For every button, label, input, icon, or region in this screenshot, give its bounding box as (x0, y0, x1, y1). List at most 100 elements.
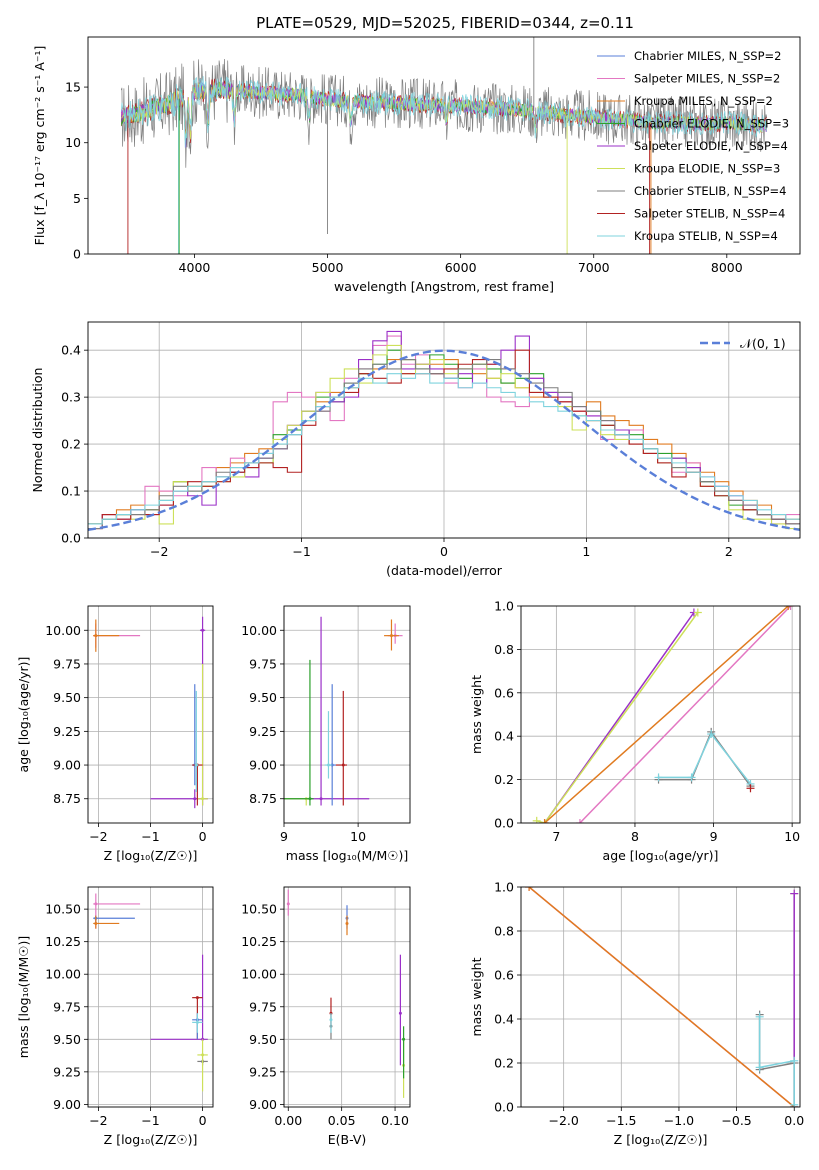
weight-line-kroupa_elodie (536, 612, 699, 823)
y-tick-label: 0.0 (494, 816, 514, 831)
panel-residuals: −2 −1 0 1 2 0.0 0.1 0.2 0.3 0.4 (data-model)/error… (30, 321, 801, 578)
data-point (193, 797, 197, 801)
data-point (326, 763, 330, 767)
data-point (286, 902, 290, 906)
data-point (201, 1053, 205, 1057)
x-axis-label: mass [log₁₀(M/M☉)] (286, 848, 408, 863)
x-axis-label: (data-model)/error (386, 563, 503, 578)
y-tick-label: 9.25 (53, 724, 81, 739)
x-tick-label: −1 (292, 544, 310, 559)
x-tick-label: 5000 (312, 260, 344, 275)
y-axis-label: mass weight (469, 957, 484, 1036)
y-tick-label: 1.0 (494, 599, 514, 614)
y-axis-label: Flux [f_λ 10⁻¹⁷ erg cm⁻² s⁻¹ A⁻¹] (32, 46, 47, 246)
y-tick-label: 8.75 (249, 791, 277, 806)
y-tick-label: 9.75 (249, 999, 277, 1014)
axes-frame (520, 605, 801, 824)
x-axis-label: Z [log₁₀(Z/Z☉)] (104, 1132, 198, 1147)
y-tick-label: 9.50 (249, 690, 277, 705)
y-tick-label: 9.50 (53, 690, 81, 705)
y-tick-label: 0.2 (61, 437, 81, 452)
panel-spectrum: 4000 5000 6000 7000 8000 0 5 10 15 wavelength [An… (32, 36, 801, 294)
x-tick-label: 10 (784, 829, 800, 844)
x-tick-label: 0.10 (381, 1113, 409, 1128)
data-point (402, 1037, 406, 1041)
normal-distribution-curve (88, 349, 800, 531)
y-tick-label: 0.6 (494, 968, 514, 983)
panel-mass_weight_vs_Z: −2.0 −1.5 −1.0 −0.5 0.0 0.0 0.2 0.4 0.6 0.8 1.0 Z [… (469, 880, 804, 1148)
data-point (319, 797, 323, 801)
data-point (398, 1011, 402, 1015)
y-tick-label: 0.0 (494, 1100, 514, 1115)
y-tick-label: 10.25 (241, 934, 277, 949)
y-tick-label: 0.2 (494, 1056, 514, 1071)
data-point (341, 763, 345, 767)
x-tick-label: 0 (199, 829, 207, 844)
legend-label: 𝒩(0, 1) (740, 336, 786, 351)
y-tick-label: 0.2 (494, 772, 514, 787)
y-tick-label: 0.4 (494, 729, 514, 744)
x-tick-label: −1.0 (664, 1113, 694, 1128)
y-tick-label: 9.00 (249, 758, 277, 773)
x-tick-label: −2 (150, 544, 168, 559)
y-tick-label: 0.0 (61, 531, 81, 546)
x-axis-label: E(B-V) (328, 1132, 367, 1147)
y-tick-label: 9.50 (53, 1032, 81, 1047)
x-tick-label: −1.5 (606, 1113, 636, 1128)
data-point (195, 1020, 199, 1024)
y-tick-label: 10.50 (241, 902, 277, 917)
y-tick-label: 10.00 (45, 623, 81, 638)
x-tick-label: 7 (552, 829, 560, 844)
y-tick-label: 9.00 (249, 1097, 277, 1112)
spectrum-line-kroupa_stelib (120, 76, 768, 148)
x-tick-label: 7000 (578, 260, 610, 275)
weight-line-kroupa_miles (528, 887, 795, 1107)
x-tick-label: 0 (440, 544, 448, 559)
plot-area (286, 889, 406, 1098)
legend-label: Salpeter MILES, N_SSP=2 (634, 72, 780, 86)
y-tick-label: 0.8 (494, 924, 514, 939)
legend-label: Kroupa MILES, N_SSP=2 (634, 94, 773, 108)
axes-frame (283, 886, 411, 1108)
x-tick-label: 10 (350, 829, 366, 844)
y-tick-label: 10.00 (45, 967, 81, 982)
x-tick-label: −2.0 (548, 1113, 578, 1128)
data-point (345, 921, 349, 925)
y-tick-label: 9.75 (53, 999, 81, 1014)
y-axis-label: age [log₁₀(age/yr)] (16, 657, 31, 773)
x-tick-label: −2 (89, 1113, 107, 1128)
y-tick-label: 9.75 (249, 656, 277, 671)
legend-label: Chabrier STELIB, N_SSP=4 (634, 184, 786, 198)
data-point (94, 902, 98, 906)
data-point (308, 797, 312, 801)
x-tick-label: 6000 (445, 260, 477, 275)
x-tick-label: −1 (141, 829, 159, 844)
x-tick-label: 1 (582, 544, 590, 559)
y-tick-label: 9.75 (53, 656, 81, 671)
figure-title: PLATE=0529, MJD=52025, FIBERID=0344, z=0… (256, 14, 634, 32)
y-tick-label: 9.25 (249, 1064, 277, 1079)
y-tick-label: 0.4 (494, 1012, 514, 1027)
plot-area (88, 330, 800, 531)
panel-mass_vs_ebv: 0.00 0.05 0.10 9.00 9.25 9.50 9.75 10.00 10.25 10… (241, 886, 411, 1147)
spectrum-line-chabrier_stelib (120, 58, 768, 168)
weight-line-kroupa_miles (544, 606, 789, 823)
x-tick-label: 0.0 (784, 1113, 804, 1128)
axes-frame (283, 605, 411, 824)
y-tick-label: 9.00 (53, 758, 81, 773)
panel-mass_vs_Z: −2 −1 0 9.00 9.25 9.50 9.75 10.00 10.25 10.50 Z [l… (16, 886, 214, 1147)
x-tick-label: −0.5 (721, 1113, 751, 1128)
plot-area (93, 893, 208, 1092)
axes-frame (520, 886, 801, 1108)
x-tick-label: −2 (89, 829, 107, 844)
y-tick-label: 0.6 (494, 685, 514, 700)
panel-mass_weight_vs_age: 7 8 9 10 0.0 0.2 0.4 0.6 0.8 1.0 age [log₁₀(age/yr… (469, 599, 801, 863)
x-axis-label: Z [log₁₀(Z/Z☉)] (104, 848, 198, 863)
y-tick-label: 1.0 (494, 880, 514, 895)
x-tick-label: 0.00 (274, 1113, 302, 1128)
y-tick-label: 9.50 (249, 1032, 277, 1047)
x-tick-label: 4000 (179, 260, 211, 275)
x-tick-label: 8000 (711, 260, 743, 275)
x-tick-label: 0 (199, 1113, 207, 1128)
